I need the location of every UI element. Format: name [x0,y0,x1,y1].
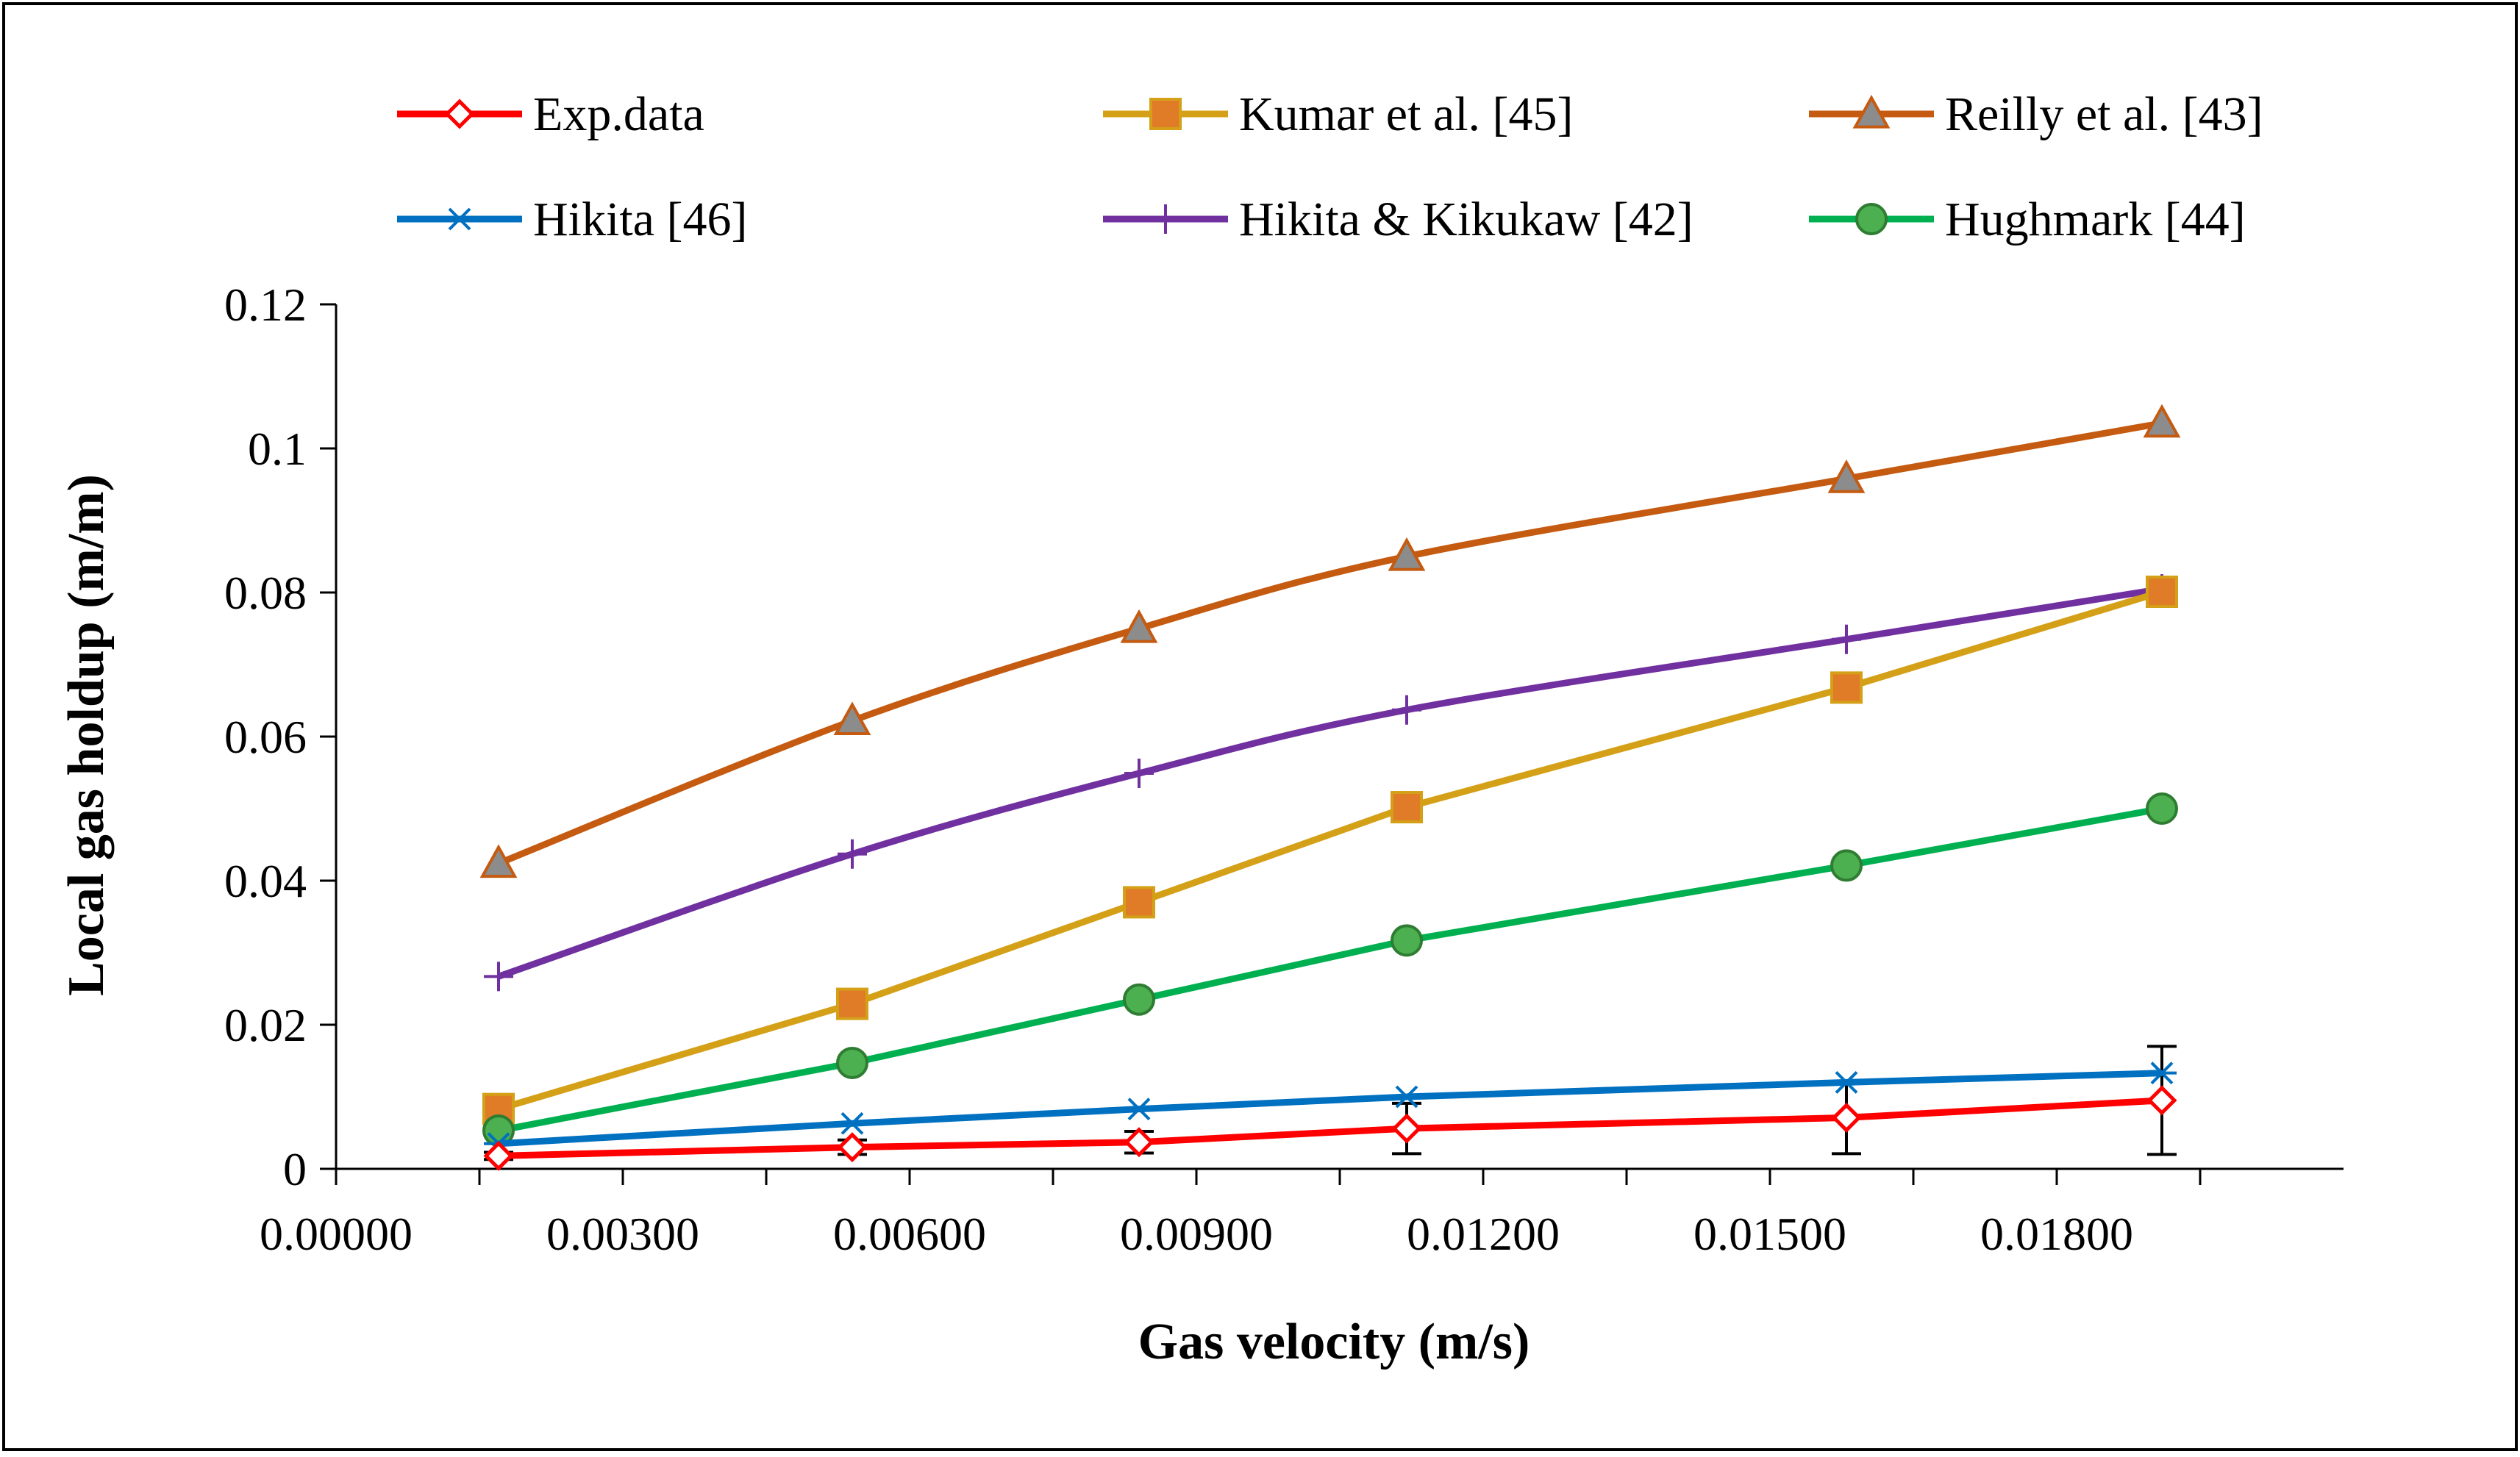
legend-item: Hikita & Kikukaw [42] [1103,193,1693,246]
data-point [833,701,871,736]
data-point [1830,849,1863,882]
asterisk-stroke [1395,1085,1418,1109]
data-point [838,839,867,869]
asterisk-stroke [2150,1062,2174,1085]
series-line [498,805,2163,1134]
legend-label: Hughmark [44] [1945,193,2246,246]
asterisk-stroke [840,1111,864,1135]
data-point [1123,886,1155,919]
legend-marker [1852,94,1891,129]
asterisk-stroke [1127,1098,1151,1121]
legend-item: Hikita [46] [397,193,747,246]
legend-item: Hughmark [44] [1809,193,2246,246]
data-point [836,1046,868,1079]
data-point [1124,1098,1154,1121]
data-point [483,1140,514,1171]
legend-marker [444,99,475,129]
legend-marker [1149,98,1182,130]
y-tick-label: 0.06 [224,711,307,763]
x-tick-label: 0.01800 [1980,1208,2133,1260]
data-point [1124,1127,1154,1158]
data-point [479,844,518,878]
y-axis-title: Local gas holdup (m/m) [58,474,115,996]
x-tick-label: 0.00300 [546,1208,699,1260]
x-axis-title: Gas velocity (m/s) [1138,1314,1530,1370]
data-point [1827,459,1866,493]
data-point [1391,791,1423,824]
legend-item: Exp.data [397,87,704,141]
series-line [497,420,2163,867]
x-tick-label: 0.00900 [1120,1208,1273,1260]
data-point [1832,624,1861,654]
data-point [2146,576,2178,609]
data-point [1120,609,1158,643]
y-tick-label: 0.04 [224,855,307,907]
y-tick-label: 0 [283,1143,307,1195]
data-point [1388,537,1426,571]
data-point [2143,404,2181,438]
legend-label: Reilly et al. [43] [1945,87,2263,141]
y-tick-label: 0.02 [224,999,307,1051]
data-point [1392,695,1421,725]
legend-label: Kumar et al. [45] [1239,87,1574,141]
data-point [484,962,513,992]
data-point [1123,983,1155,1016]
asterisk-stroke [448,207,471,231]
legend-label: Hikita [46] [533,193,747,246]
data-point [2147,1062,2177,1085]
x-tick-label: 0.00000 [260,1208,413,1260]
data-point [1391,1113,1422,1144]
y-tick-label: 0.08 [224,567,307,619]
y-tick-label: 0.1 [248,423,307,475]
data-point [1124,758,1154,788]
y-tick-label: 0.12 [224,279,307,331]
legend-label: Exp.data [533,87,704,141]
legend-item: Kumar et al. [45] [1103,87,1574,141]
series-line [498,1070,2163,1148]
series-line [497,588,2163,1112]
data-point [2146,1085,2177,1116]
legend-marker [1151,204,1180,234]
legend-marker [445,207,474,231]
legend-item: Reilly et al. [43] [1809,87,2263,141]
x-tick-label: 0.00600 [833,1208,986,1260]
data-point [1832,1070,1861,1094]
x-tick-label: 0.01500 [1693,1208,1846,1260]
series-line [497,585,2163,980]
x-tick-label: 0.01200 [1407,1208,1560,1260]
data-point [1830,671,1863,704]
data-point [838,1111,867,1135]
legend-label: Hikita & Kikukaw [42] [1239,193,1693,246]
data-point [1391,924,1423,957]
data-point [837,1132,868,1163]
asterisk-stroke [1835,1070,1858,1094]
data-point [2146,792,2178,825]
data-point [836,987,868,1020]
legend-marker [1855,203,1888,235]
data-point [1831,1102,1862,1133]
series-line [498,1097,2163,1159]
data-point [1392,1085,1421,1109]
